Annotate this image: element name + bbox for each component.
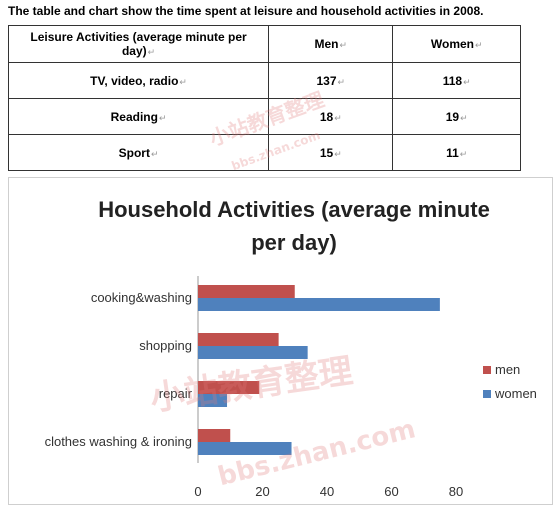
- chart-frame: Household Activities (average minute per…: [8, 177, 553, 505]
- table-cell: 18↵: [268, 98, 394, 135]
- legend-label-men: men: [495, 362, 520, 377]
- bar-women-3: [198, 442, 292, 455]
- bar-men-0: [198, 285, 295, 298]
- x-tick-labels: 0 20 40 60 80: [194, 484, 463, 499]
- chart-title-line-2: per day): [251, 230, 337, 255]
- household-chart: Household Activities (average minute per…: [45, 197, 537, 499]
- table-cell: 137↵: [268, 62, 394, 99]
- page-heading: The table and chart show the time spent …: [8, 4, 484, 18]
- table-cell: 11↵: [392, 134, 521, 171]
- table-cell: Sport↵: [7, 134, 270, 171]
- bar-women-2: [198, 394, 228, 407]
- bars-group: [198, 285, 440, 455]
- bar-men-3: [198, 429, 231, 442]
- table-cell: 118↵: [392, 62, 521, 99]
- table-cell: TV, video, radio↵: [7, 62, 270, 99]
- category-label: cooking&washing: [91, 290, 192, 305]
- category-labels: cooking&washing shopping repair clothes was…: [45, 290, 193, 449]
- x-tick-label: 20: [255, 484, 269, 499]
- bar-women-1: [198, 346, 308, 359]
- chart-title-line-1: Household Activities (average minute: [98, 197, 490, 222]
- table-row: Sport↵ 15↵ 11↵: [7, 134, 521, 171]
- bar-men-2: [198, 381, 260, 394]
- table-cell: Reading↵: [7, 98, 270, 135]
- category-label: shopping: [139, 338, 192, 353]
- table-header-cell: Men↵: [268, 25, 394, 63]
- table-header-row: Leisure Activities (average minute per d…: [7, 25, 521, 63]
- table-header-cell: Women↵: [392, 25, 521, 63]
- legend-swatch-men: [483, 366, 491, 374]
- x-tick-label: 60: [384, 484, 398, 499]
- leisure-table: Leisure Activities (average minute per d…: [7, 25, 521, 171]
- legend-label-women: women: [494, 386, 537, 401]
- table-header-cell: Leisure Activities (average minute per d…: [7, 25, 270, 63]
- legend-swatch-women: [483, 390, 491, 398]
- x-tick-label: 0: [194, 484, 201, 499]
- chart-watermark-text: 小站教育整理: [148, 351, 356, 419]
- category-label: repair: [159, 386, 193, 401]
- table-cell: 15↵: [268, 134, 394, 171]
- x-tick-label: 40: [320, 484, 334, 499]
- table-row: TV, video, radio↵ 137↵ 118↵: [7, 62, 521, 99]
- x-tick-label: 80: [449, 484, 463, 499]
- table-cell: 19↵: [392, 98, 521, 135]
- bar-men-1: [198, 333, 279, 346]
- legend: men women: [483, 362, 537, 401]
- table-row: Reading↵ 18↵ 19↵: [7, 98, 521, 135]
- category-label: clothes washing & ironing: [45, 434, 192, 449]
- bar-women-0: [198, 298, 440, 311]
